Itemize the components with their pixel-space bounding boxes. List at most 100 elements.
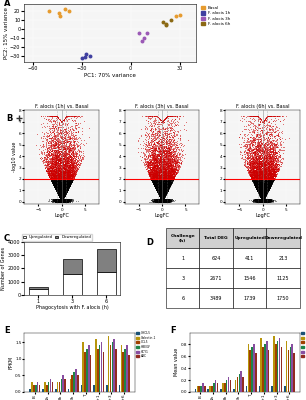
- Point: [166, 198, 171, 204]
- Point: [77, 148, 82, 154]
- Point: [254, 180, 259, 186]
- Point: [55, 196, 60, 202]
- Point: [63, 190, 68, 197]
- Point: [275, 158, 280, 165]
- Point: [166, 197, 171, 203]
- Point: [68, 177, 73, 183]
- Point: [170, 175, 175, 182]
- Point: [60, 198, 65, 205]
- Point: [152, 168, 157, 174]
- Point: [60, 194, 65, 200]
- Point: [52, 157, 57, 163]
- Point: [258, 190, 263, 197]
- Point: [257, 198, 262, 204]
- Point: [258, 197, 263, 204]
- Point: [58, 117, 63, 124]
- Point: [257, 190, 262, 197]
- Point: [166, 185, 171, 191]
- Point: [261, 182, 266, 189]
- Point: [156, 191, 161, 197]
- Point: [261, 192, 266, 199]
- Point: [57, 193, 62, 200]
- Point: [162, 196, 166, 202]
- Point: [53, 152, 58, 158]
- Point: [265, 187, 270, 193]
- Point: [269, 167, 274, 174]
- Point: [254, 171, 259, 178]
- Point: [63, 183, 68, 190]
- Point: [259, 193, 264, 199]
- Point: [158, 198, 162, 204]
- Point: [168, 178, 173, 184]
- Point: [159, 149, 164, 155]
- Point: [56, 151, 61, 158]
- Point: [62, 182, 67, 188]
- Point: [159, 180, 164, 187]
- Point: [69, 168, 74, 175]
- Point: [65, 182, 70, 188]
- Point: [158, 198, 163, 204]
- Point: [161, 198, 166, 204]
- Point: [276, 148, 281, 154]
- Point: [59, 197, 64, 203]
- Point: [261, 197, 266, 203]
- Point: [163, 173, 168, 179]
- Point: [150, 167, 155, 174]
- Bar: [69, 379, 71, 392]
- Point: [257, 196, 262, 202]
- Point: [149, 148, 154, 155]
- Point: [163, 147, 168, 154]
- Point: [157, 193, 162, 200]
- Point: [55, 186, 60, 192]
- Point: [158, 179, 163, 186]
- Point: [60, 165, 65, 171]
- Point: [246, 167, 251, 174]
- Point: [260, 194, 265, 200]
- Point: [54, 186, 59, 193]
- Point: [163, 197, 168, 204]
- Point: [56, 149, 61, 156]
- Point: [279, 113, 284, 119]
- Point: [165, 188, 170, 194]
- Point: [60, 168, 65, 175]
- Point: [161, 165, 166, 171]
- Point: [263, 169, 267, 175]
- Point: [252, 178, 257, 184]
- Point: [52, 178, 57, 185]
- Point: [167, 162, 172, 169]
- Point: [166, 178, 171, 185]
- Point: [61, 187, 66, 194]
- Point: [247, 162, 252, 168]
- Point: [61, 198, 66, 205]
- Point: [265, 185, 270, 191]
- Point: [54, 170, 58, 176]
- Point: [54, 174, 59, 180]
- Point: [263, 155, 267, 161]
- Point: [164, 171, 169, 177]
- Point: [156, 191, 161, 197]
- Point: [257, 177, 262, 183]
- Point: [262, 198, 267, 204]
- Point: [265, 167, 270, 173]
- Point: [162, 188, 166, 194]
- Point: [262, 188, 267, 194]
- Point: [251, 113, 256, 119]
- Point: [164, 198, 169, 204]
- Point: [60, 189, 65, 196]
- Point: [259, 196, 264, 202]
- Point: [259, 196, 263, 203]
- Point: [67, 180, 72, 186]
- Point: [60, 192, 65, 198]
- Point: [62, 179, 67, 185]
- Point: [154, 196, 159, 202]
- Point: [159, 151, 164, 157]
- Point: [257, 184, 262, 190]
- Point: [50, 177, 55, 184]
- Point: [260, 194, 265, 201]
- Point: [155, 139, 159, 145]
- Point: [61, 191, 66, 197]
- Point: [155, 197, 159, 204]
- Point: [54, 185, 59, 191]
- Point: [64, 156, 69, 163]
- Point: [57, 144, 62, 150]
